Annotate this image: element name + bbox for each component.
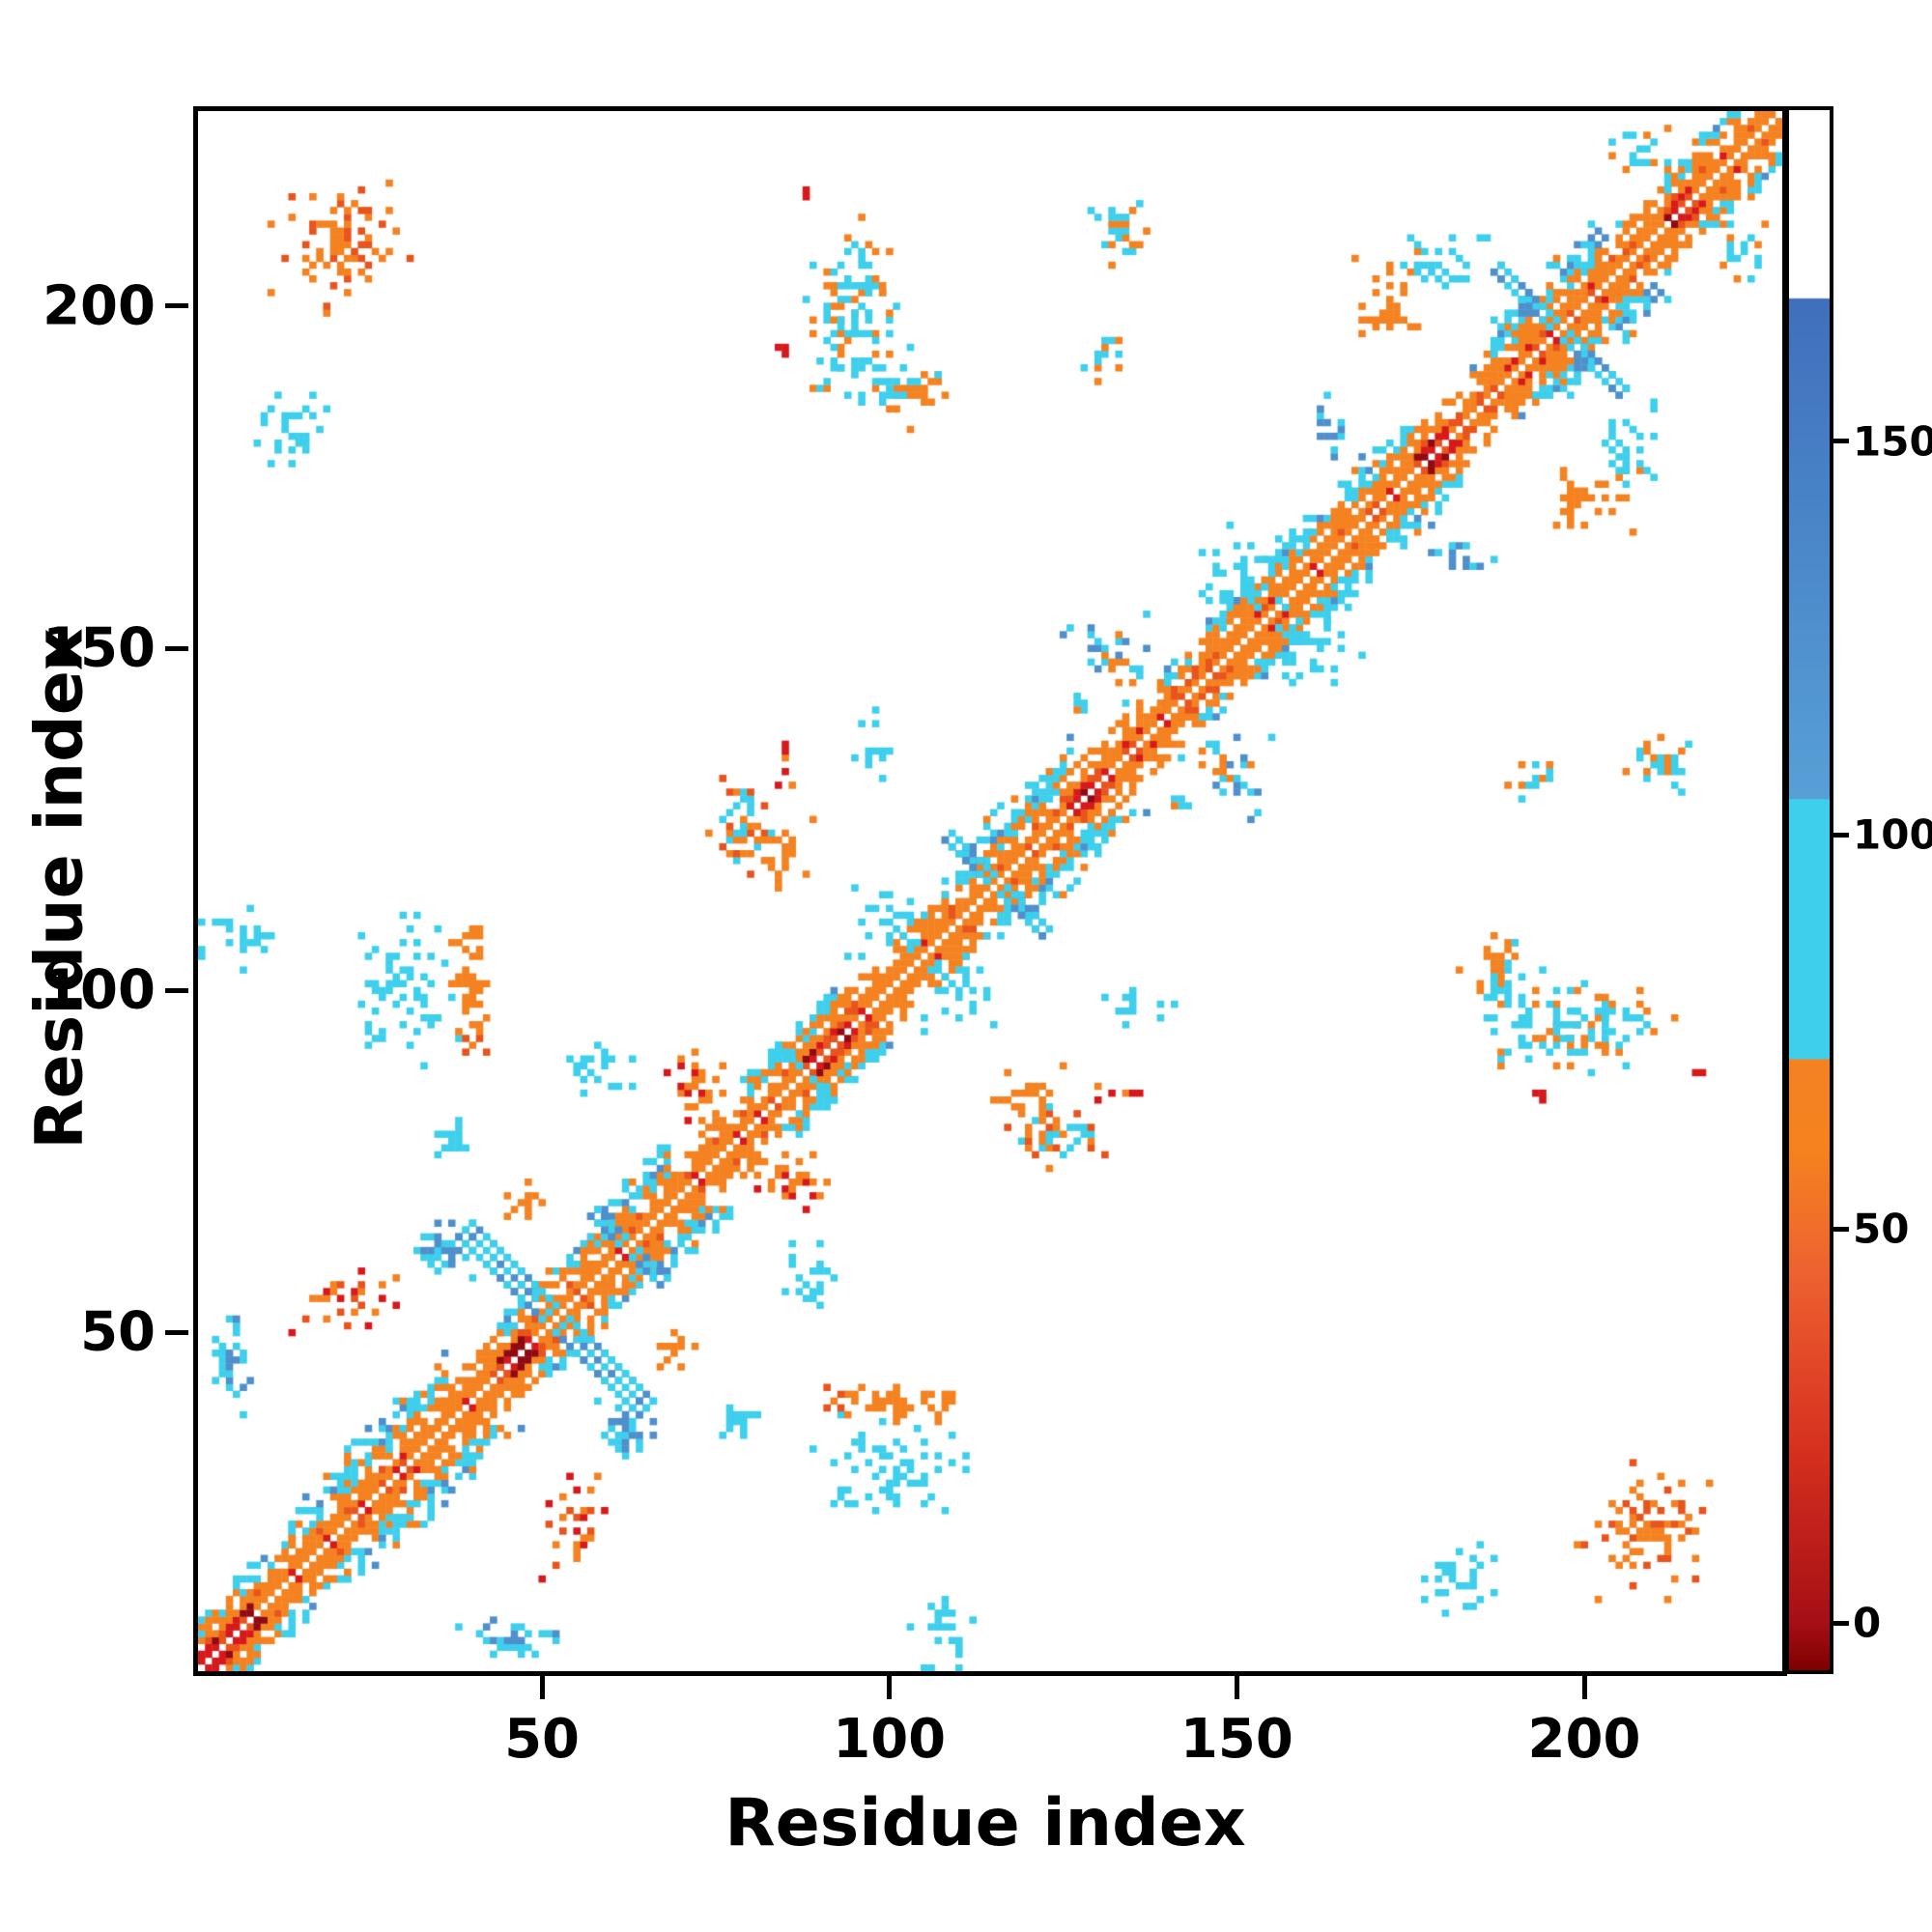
contact-map-canvas	[198, 111, 1782, 1671]
x-tick-label: 100	[833, 1708, 947, 1771]
colorbar-tick-label: 150	[1853, 417, 1932, 466]
colorbar-tick-mark	[1833, 1620, 1849, 1626]
y-tick-label: 200	[43, 274, 156, 338]
x-tick-mark	[887, 1676, 893, 1699]
colorbar-tick-label: 100	[1853, 810, 1932, 859]
colorbar	[1785, 106, 1833, 1674]
y-tick-mark	[165, 645, 188, 651]
y-tick-label: 100	[43, 958, 156, 1022]
y-axis-label: Residue index	[21, 628, 99, 1150]
plot-area	[193, 106, 1787, 1676]
colorbar-tick-mark	[1833, 439, 1849, 444]
colorbar-tick-mark	[1833, 832, 1849, 838]
x-axis-label: Residue index	[724, 1785, 1246, 1861]
colorbar-tick-label: 0	[1853, 1599, 1882, 1647]
x-tick-mark	[1581, 1676, 1587, 1699]
y-tick-mark	[165, 1329, 188, 1335]
y-tick-mark	[165, 987, 188, 993]
colorbar-tick-mark	[1833, 1226, 1849, 1232]
y-tick-label: 50	[80, 1300, 156, 1364]
x-tick-label: 200	[1527, 1708, 1641, 1771]
x-tick-label: 150	[1179, 1708, 1293, 1771]
x-tick-mark	[539, 1676, 545, 1699]
x-tick-label: 50	[504, 1708, 581, 1771]
colorbar-tick-label: 50	[1853, 1205, 1910, 1253]
y-tick-label: 150	[43, 616, 156, 680]
x-tick-mark	[1234, 1676, 1239, 1699]
y-tick-mark	[165, 303, 188, 309]
